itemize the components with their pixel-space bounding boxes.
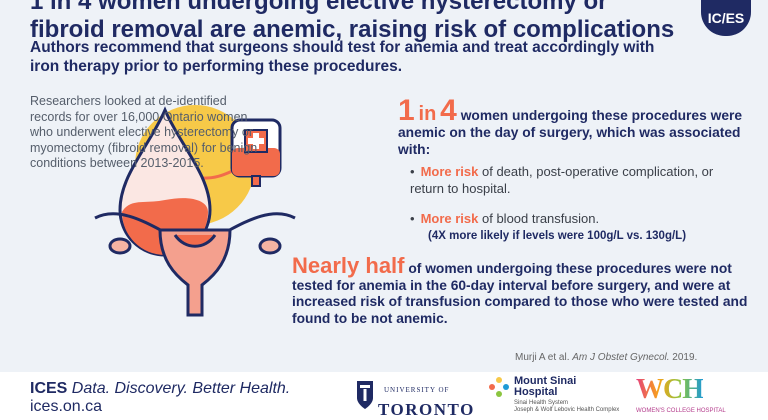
stat2-highlight: Nearly half [292, 253, 405, 278]
stat-number-1: 1 [398, 94, 415, 127]
bullet-icon: • [410, 164, 415, 179]
anemia-illustration [94, 105, 296, 317]
footer: ICES Data. Discovery. Better Health. ice… [0, 372, 768, 419]
stat2-text: of women undergoing these procedures wer… [292, 261, 748, 326]
bullet-text: of death, post-operative complication, o… [410, 164, 714, 196]
wch-letters: WCH [636, 374, 704, 405]
mount-sinai-mark-icon [489, 377, 509, 397]
bullet-icon: • [410, 211, 415, 226]
stat-one-in-four: 1 in 4 women undergoing these procedures… [398, 96, 758, 158]
ices-url-link[interactable]: ices.on.ca [30, 398, 103, 415]
bullet-item: • More risk of death, post-operative comp… [410, 163, 740, 197]
subtitle: Authors recommend that surgeons should t… [30, 39, 655, 75]
infographic: 1 in 4 women undergoing elective hystere… [0, 0, 768, 372]
stat-in: in [418, 103, 437, 125]
stat-nearly-half: Nearly half of women undergoing these pr… [292, 255, 752, 327]
ices-brand: ICES Data. Discovery. Better Health. [30, 380, 291, 397]
study-description: Researchers looked at de-identified reco… [30, 94, 258, 170]
citation: Murji A et al. Am J Obstet Gynecol. 2019… [515, 352, 698, 363]
title-line-1: 1 in 4 women undergoing elective hystere… [30, 0, 608, 15]
bullet-highlight: More risk [420, 211, 479, 226]
bullet-text: of blood transfusion. [482, 211, 600, 226]
stat-text: women undergoing these procedures were a… [398, 108, 743, 157]
title-line-2: fibroid removal are anemic, raising risk… [30, 16, 675, 43]
transfusion-note: (4X more likely if levels were 100g/L vs… [428, 230, 687, 242]
uterus-icon [94, 212, 296, 317]
uoft-crest-icon [357, 381, 373, 409]
page-title: 1 in 4 women undergoing elective hystere… [30, 0, 730, 44]
stat-number-4: 4 [440, 94, 457, 127]
ices-badge-logo: IC/ES [701, 0, 751, 36]
bullet-highlight: More risk [420, 164, 479, 179]
bullet-item: • More risk of blood transfusion. [410, 210, 740, 227]
